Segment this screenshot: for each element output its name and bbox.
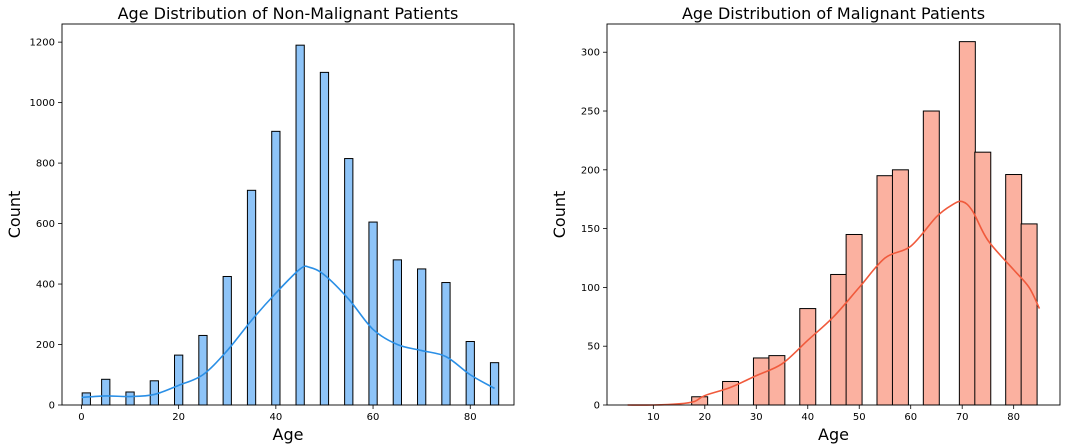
histogram-bar-15 <box>441 282 451 406</box>
x-tick-label: 40 <box>269 412 282 423</box>
histogram-bar-12 <box>1005 174 1023 406</box>
x-axis-label: Age <box>273 425 304 444</box>
y-tick-label: 0 <box>594 401 600 412</box>
y-axis-label: Count <box>550 191 569 239</box>
histogram-bar-5 <box>198 334 208 406</box>
histogram-bar-2 <box>752 357 770 406</box>
histogram-bar-8 <box>271 130 281 406</box>
x-axis-label: Age <box>818 425 849 444</box>
y-tick-label: 1200 <box>30 38 55 49</box>
plot-frame <box>606 23 1061 406</box>
kde-line <box>81 265 495 399</box>
histogram-bar-12 <box>368 221 378 406</box>
chart-title: Age Distribution of Non-Malignant Patien… <box>118 4 459 23</box>
y-axis-label: Count <box>5 191 24 239</box>
histogram-bar-6 <box>845 233 863 406</box>
x-tick-label: 30 <box>750 412 763 423</box>
y-tick-label: 600 <box>36 219 55 230</box>
x-tick-label: 80 <box>1007 412 1020 423</box>
plot-frame <box>61 23 515 406</box>
histogram-bar-10 <box>958 41 976 406</box>
kde-line <box>627 200 1041 406</box>
y-tick-label: 50 <box>587 342 600 353</box>
histogram-bar-8 <box>891 169 909 406</box>
x-tick-label: 70 <box>956 412 969 423</box>
histogram-bar-1 <box>101 378 111 406</box>
histogram-bar-7 <box>876 175 894 406</box>
y-tick-label: 400 <box>36 280 55 291</box>
histogram-bar-9 <box>295 44 305 406</box>
histogram-bar-9 <box>922 110 940 406</box>
histogram-bar-4 <box>799 308 817 406</box>
y-tick-label: 150 <box>581 224 600 235</box>
y-tick-label: 800 <box>36 159 55 170</box>
y-tick-label: 1000 <box>30 98 55 109</box>
y-tick-label: 0 <box>49 401 55 412</box>
histogram-bar-0 <box>81 392 91 406</box>
panel-malignant: 10 20 30 40 50 60 70 80 0 50 100 150 200 250 300 Age Di… <box>550 4 1061 444</box>
histogram-bar-11 <box>974 151 992 406</box>
x-tick-label: 20 <box>172 412 185 423</box>
histogram-bar-4 <box>174 354 184 406</box>
y-tick-label: 100 <box>581 283 600 294</box>
histogram-bar-10 <box>319 71 330 406</box>
y-tick-label: 200 <box>36 340 55 351</box>
x-tick-label: 50 <box>853 412 866 423</box>
x-tick-label: 20 <box>698 412 711 423</box>
x-tick-label: 0 <box>78 412 84 423</box>
x-tick-label: 60 <box>904 412 917 423</box>
histogram-bar-17 <box>489 362 500 406</box>
histogram-bar-14 <box>417 268 427 406</box>
y-tick-label: 200 <box>581 165 600 176</box>
histogram-bar-5 <box>830 273 848 406</box>
x-tick-label: 80 <box>464 412 477 423</box>
chart-title: Age Distribution of Malignant Patients <box>682 4 985 23</box>
y-tick-label: 250 <box>581 107 600 118</box>
histogram-bar-7 <box>246 189 257 406</box>
histogram-bar-6 <box>222 275 232 406</box>
y-tick-label: 300 <box>581 48 600 59</box>
histogram-bar-2 <box>125 391 135 406</box>
histogram-bar-11 <box>344 158 354 406</box>
histogram-bar-13 <box>1020 223 1038 406</box>
x-tick-label: 10 <box>647 412 660 423</box>
x-tick-label: 60 <box>367 412 380 423</box>
x-tick-label: 40 <box>801 412 814 423</box>
histogram-bar-13 <box>392 259 402 406</box>
